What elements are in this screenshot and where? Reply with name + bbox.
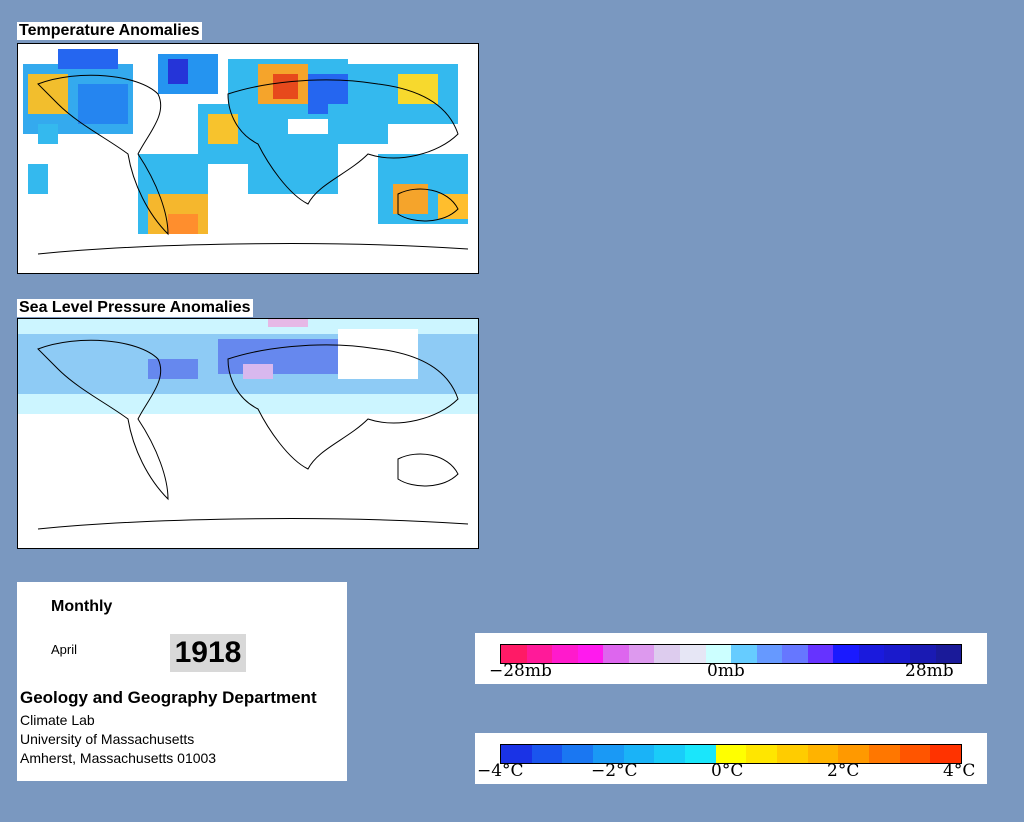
pressure-min-label: −28mb bbox=[489, 661, 552, 681]
pressure-color-swatch-10 bbox=[756, 645, 783, 663]
pressure-color-swatch-0 bbox=[501, 645, 527, 663]
pressure-color-swatch-15 bbox=[884, 645, 910, 663]
pressure-color-swatch-5 bbox=[628, 645, 655, 663]
pressure-color-swatch-11 bbox=[782, 645, 808, 663]
temperature-p4-label: 4°C bbox=[943, 761, 976, 781]
department-label: Geology and Geography Department bbox=[20, 688, 317, 707]
pressure-color-swatch-17 bbox=[935, 645, 962, 663]
pressure-color-swatch-2 bbox=[552, 645, 578, 663]
temperature-color-swatch-7 bbox=[715, 745, 747, 763]
pressure-title: Sea Level Pressure Anomalies bbox=[17, 299, 253, 317]
info-box: Monthly April 1918 Geology and Geography… bbox=[17, 582, 347, 781]
temperature-colorbar bbox=[500, 744, 962, 764]
pressure-color-swatch-3 bbox=[577, 645, 604, 663]
temperature-color-swatch-0 bbox=[501, 745, 532, 763]
pressure-colorbar bbox=[500, 644, 962, 664]
temperature-color-swatch-8 bbox=[746, 745, 778, 763]
temperature-zero-label: 0°C bbox=[711, 761, 744, 781]
pressure-color-swatch-12 bbox=[807, 645, 834, 663]
temperature-color-swatch-5 bbox=[654, 745, 686, 763]
temperature-title: Temperature Anomalies bbox=[17, 22, 202, 40]
pressure-color-swatch-1 bbox=[526, 645, 553, 663]
lab-label: Climate Lab bbox=[20, 712, 95, 728]
temperature-color-swatch-4 bbox=[623, 745, 655, 763]
pressure-max-label: 28mb bbox=[905, 661, 954, 681]
year-label: 1918 bbox=[170, 634, 246, 672]
pressure-color-swatch-13 bbox=[833, 645, 859, 663]
temperature-scale: −4°C −2°C 0°C 2°C 4°C bbox=[475, 733, 987, 784]
frequency-label: Monthly bbox=[51, 598, 113, 615]
temperature-p2-label: 2°C bbox=[827, 761, 860, 781]
address-label: Amherst, Massachusetts 01003 bbox=[20, 750, 217, 766]
temperature-color-swatch-14 bbox=[930, 745, 962, 763]
university-label: University of Massachusetts bbox=[20, 731, 195, 747]
temperature-color-swatch-11 bbox=[838, 745, 870, 763]
temperature-color-swatch-10 bbox=[807, 745, 839, 763]
pressure-color-swatch-14 bbox=[858, 645, 885, 663]
temperature-m2-label: −2°C bbox=[591, 761, 638, 781]
temperature-color-swatch-12 bbox=[869, 745, 900, 763]
month-label: April bbox=[51, 642, 78, 657]
temperature-color-swatch-1 bbox=[531, 745, 563, 763]
temperature-map-image bbox=[18, 44, 478, 273]
pressure-color-swatch-8 bbox=[705, 645, 732, 663]
pressure-color-swatch-9 bbox=[731, 645, 757, 663]
pressure-scale: −28mb 0mb 28mb bbox=[475, 633, 987, 684]
temperature-color-swatch-3 bbox=[593, 745, 624, 763]
temperature-color-swatch-9 bbox=[777, 745, 808, 763]
pressure-map bbox=[17, 318, 479, 549]
pressure-color-swatch-16 bbox=[910, 645, 936, 663]
pressure-color-swatch-4 bbox=[603, 645, 629, 663]
pressure-mid-label: 0mb bbox=[707, 661, 745, 681]
temperature-color-swatch-2 bbox=[562, 745, 594, 763]
pressure-color-swatch-7 bbox=[679, 645, 706, 663]
temperature-color-swatch-13 bbox=[899, 745, 931, 763]
temperature-m4-label: −4°C bbox=[477, 761, 524, 781]
pressure-map-image bbox=[18, 319, 478, 548]
pressure-color-swatch-6 bbox=[654, 645, 680, 663]
temperature-map bbox=[17, 43, 479, 274]
temperature-color-swatch-6 bbox=[685, 745, 716, 763]
